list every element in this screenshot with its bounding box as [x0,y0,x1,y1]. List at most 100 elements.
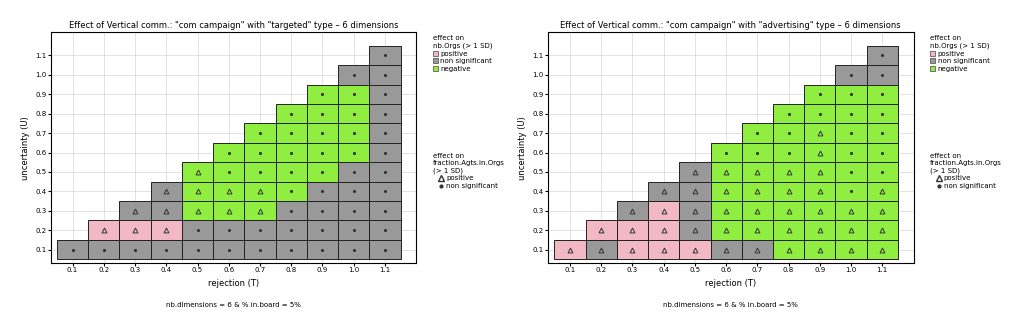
Bar [773,162,804,182]
Bar [307,182,338,201]
Bar [867,65,898,84]
Bar [338,240,369,259]
Bar [369,221,401,240]
Bar [835,84,867,104]
Legend: positive, non significant: positive, non significant [430,151,506,191]
Bar [742,201,773,221]
Bar [835,240,867,259]
Text: nb.dimensions = 6 & % in.board = 5%: nb.dimensions = 6 & % in.board = 5% [664,302,798,308]
Bar [369,123,401,143]
Bar [182,201,213,221]
Bar [773,104,804,123]
Bar [213,162,245,182]
Bar [307,201,338,221]
Bar [679,162,710,182]
Bar [867,104,898,123]
Legend: positive, non significant: positive, non significant [928,151,1004,191]
X-axis label: rejection (T): rejection (T) [208,279,259,288]
Bar [338,143,369,162]
Bar [648,201,679,221]
Bar [276,104,307,123]
Bar [245,221,276,240]
Bar [742,182,773,201]
Y-axis label: uncertainty (U): uncertainty (U) [518,116,527,179]
Bar [773,143,804,162]
Bar [586,221,617,240]
Bar [120,201,150,221]
Bar [867,182,898,201]
Bar [338,201,369,221]
Bar [742,123,773,143]
Bar [742,221,773,240]
Bar [867,143,898,162]
Bar [804,104,835,123]
Bar [679,221,710,240]
Bar [338,104,369,123]
Bar [245,143,276,162]
Bar [182,240,213,259]
Bar [835,65,867,84]
Bar [742,162,773,182]
Bar [742,240,773,259]
Bar [369,65,401,84]
Bar [150,240,182,259]
Bar [245,123,276,143]
Bar [710,182,742,201]
Bar [276,201,307,221]
Bar [617,240,648,259]
Bar [679,240,710,259]
Text: nb.dimensions = 6 & % in.board = 5%: nb.dimensions = 6 & % in.board = 5% [166,302,300,308]
Bar [648,182,679,201]
Bar [338,221,369,240]
Bar [867,221,898,240]
Bar [867,46,898,65]
X-axis label: rejection (T): rejection (T) [705,279,756,288]
Bar [307,123,338,143]
Bar [307,240,338,259]
Bar [369,240,401,259]
Bar [150,182,182,201]
Bar [245,240,276,259]
Bar [804,201,835,221]
Bar [150,201,182,221]
Bar [182,162,213,182]
Bar [182,182,213,201]
Bar [307,84,338,104]
Y-axis label: uncertainty (U): uncertainty (U) [20,116,29,179]
Bar [835,104,867,123]
Bar [120,221,150,240]
Bar [369,201,401,221]
Bar [679,201,710,221]
Bar [369,46,401,65]
Bar [213,182,245,201]
Bar [369,182,401,201]
Bar [710,143,742,162]
Bar [648,221,679,240]
Bar [338,123,369,143]
Bar [245,162,276,182]
Bar [742,143,773,162]
Bar [773,221,804,240]
Bar [804,84,835,104]
Bar [182,221,213,240]
Bar [57,240,88,259]
Bar [867,240,898,259]
Bar [369,84,401,104]
Bar [835,162,867,182]
Bar [213,240,245,259]
Bar [120,240,150,259]
Bar [150,221,182,240]
Bar [245,201,276,221]
Bar [276,221,307,240]
Bar [617,201,648,221]
Title: Effect of Vertical comm.: "com campaign" with "advertising" type – 6 dimensions: Effect of Vertical comm.: "com campaign"… [560,21,901,30]
Bar [835,201,867,221]
Bar [88,240,120,259]
Bar [835,123,867,143]
Bar [773,201,804,221]
Bar [554,240,586,259]
Bar [276,240,307,259]
Bar [835,182,867,201]
Bar [245,182,276,201]
Bar [679,182,710,201]
